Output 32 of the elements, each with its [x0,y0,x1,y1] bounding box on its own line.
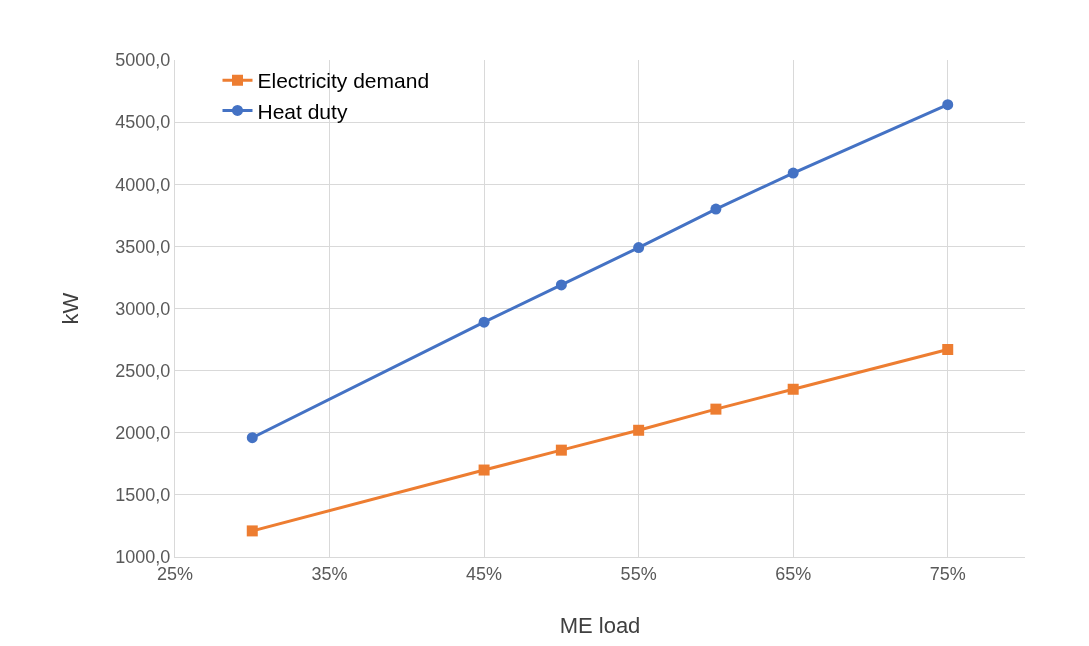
point [787,383,799,395]
x-tick-label: 65% [775,563,812,584]
y-tick-label: 4500,0 [115,112,171,133]
point [710,403,722,415]
y-tick-label: 1000,0 [115,547,171,568]
y-tick-label: 3500,0 [115,236,171,257]
y-tick-label: 5000,0 [115,50,171,71]
y-axis-title: kW [58,292,84,325]
point [555,279,567,291]
x-tick-label: 55% [620,563,657,584]
point [942,99,954,111]
point [633,424,645,436]
point [555,444,567,456]
y-tick-label: 3000,0 [115,298,171,319]
point [246,525,258,537]
point [942,344,954,355]
point [478,316,490,328]
x-tick-label: 45% [466,563,503,584]
legend-label: Electricity demand [257,69,430,93]
point [710,203,722,215]
y-tick-label: 4000,0 [115,174,171,195]
point [787,167,799,179]
point [478,464,490,476]
x-axis-title: ME load [559,613,641,638]
y-tick-label: 2500,0 [115,360,171,381]
y-tick-label: 2000,0 [115,423,171,444]
point [633,242,645,254]
y-tick-label: 1500,0 [115,485,171,506]
x-tick-label: 35% [311,563,348,584]
legend-label: Heat duty [257,99,348,123]
point [246,432,258,444]
x-tick-label: 75% [929,563,966,584]
